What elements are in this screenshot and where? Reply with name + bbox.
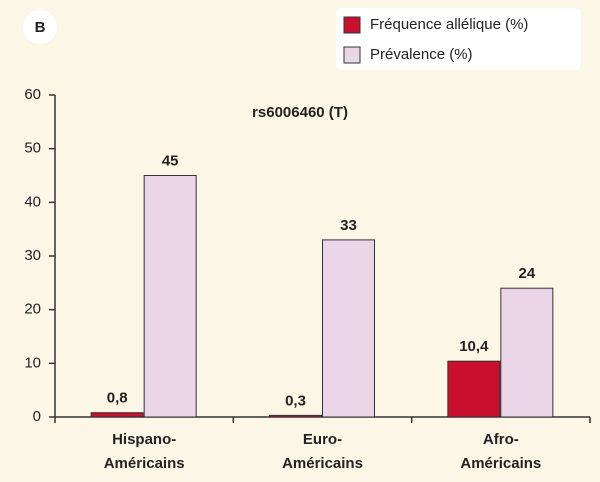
chart-title: rs6006460 (T): [252, 104, 348, 121]
x-tick-label: Américains: [104, 455, 185, 472]
y-tick-label: 40: [24, 193, 41, 210]
x-tick-label: Afro-: [483, 431, 519, 448]
legend-swatch: [343, 46, 361, 64]
legend-swatch: [343, 16, 361, 34]
bar: [322, 239, 375, 418]
legend-label: Prévalence (%): [370, 46, 473, 63]
y-tick-label: 30: [24, 247, 41, 264]
x-tick-label: Américains: [282, 455, 363, 472]
bar: [269, 414, 322, 418]
panel-label: B: [35, 19, 46, 36]
x-tick-label: Américains: [460, 455, 541, 472]
panel-badge: [23, 10, 57, 44]
y-tick-label: 60: [24, 86, 41, 103]
value-label: 0,8: [107, 390, 128, 407]
bar: [90, 412, 144, 418]
y-tick-label: 20: [24, 301, 41, 318]
bar: [143, 175, 197, 418]
y-tick-label: 50: [24, 140, 41, 157]
legend-label: Fréquence allélique (%): [370, 16, 528, 33]
bar: [447, 360, 501, 418]
y-tick-label: 10: [24, 354, 41, 371]
x-tick-label: Hispano-: [112, 431, 176, 448]
value-label: 24: [518, 265, 535, 282]
value-label: 45: [162, 152, 179, 169]
value-label: 0,3: [285, 392, 306, 409]
bar: [500, 287, 554, 418]
value-label: 10,4: [459, 338, 489, 355]
y-tick-label: 0: [33, 408, 41, 425]
value-label: 33: [340, 217, 357, 234]
x-tick-label: Euro-: [303, 431, 342, 448]
legend-box: [336, 8, 581, 70]
